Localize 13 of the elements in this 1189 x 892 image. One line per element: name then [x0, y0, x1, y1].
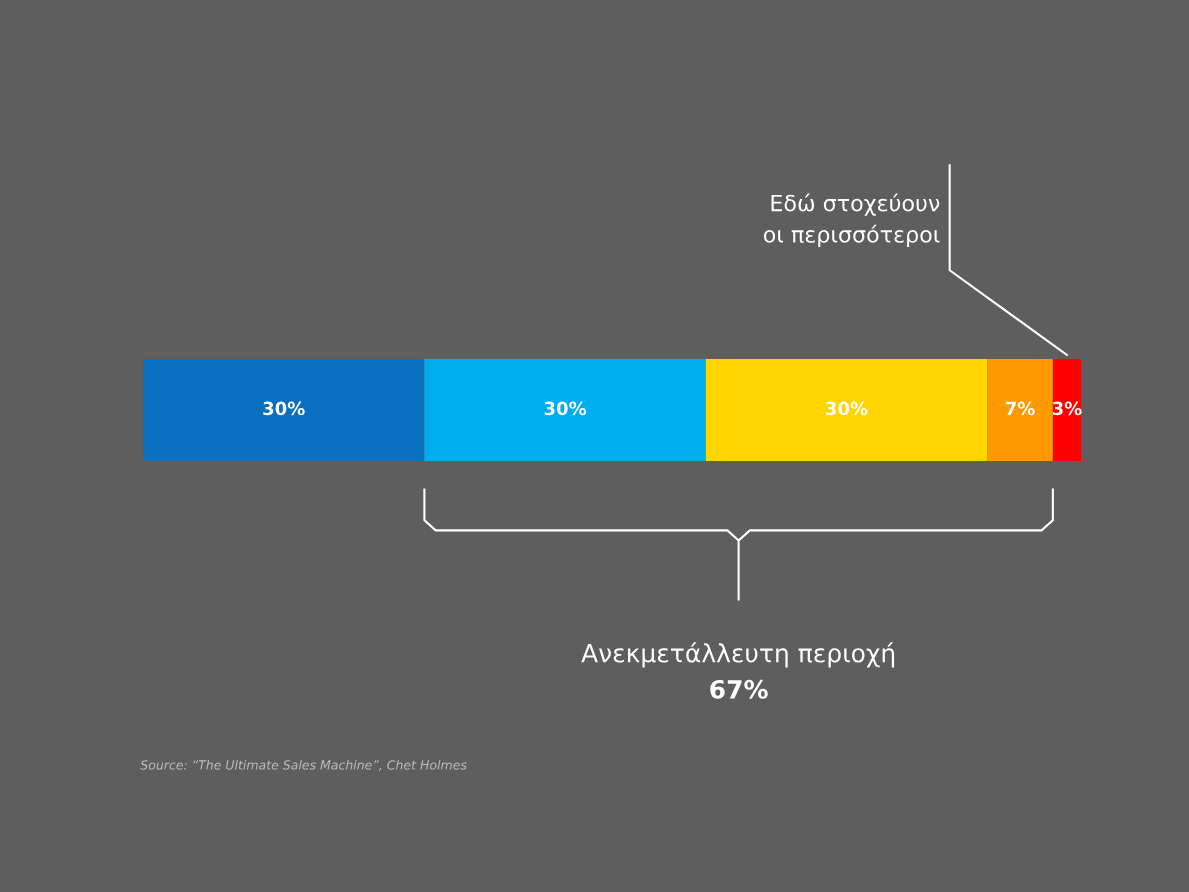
source-note: Source: “The Ultimate Sales Machine”, Chet Holmes	[140, 759, 467, 771]
bar	[143, 359, 425, 461]
bar	[705, 359, 988, 461]
bar	[424, 359, 706, 461]
text: Εδώ στοχεύουν οι περισσότεροι	[763, 193, 940, 248]
text: 67%	[710, 679, 768, 699]
bar	[987, 359, 1053, 461]
data-label: 30%	[826, 401, 868, 416]
bar	[1052, 359, 1081, 461]
text: Ανεκμετάλλευτη περιοχή	[581, 642, 895, 668]
data-label: 7%	[1005, 401, 1035, 416]
data-label: 30%	[263, 401, 305, 416]
data-label: 30%	[544, 401, 587, 416]
